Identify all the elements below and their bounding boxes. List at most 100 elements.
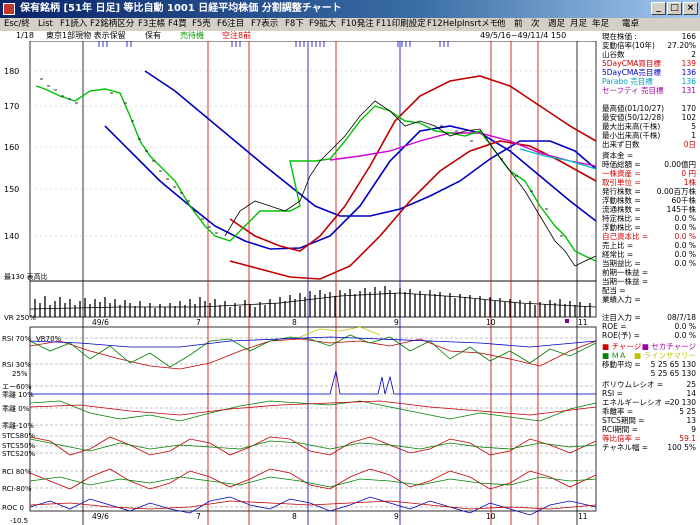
menu-f3[interactable]: F3主帳 [138,19,166,29]
legend-row: 5 25 65 130 [650,369,696,378]
menu-list[interactable]: List [38,19,53,29]
menu-weekly[interactable]: 週足 [548,19,566,29]
chart-area[interactable]: 180 170 160 150 140 最130 表高比 VR 250% 49/… [0,41,600,525]
menu-yearly[interactable]: 年足 [592,19,610,29]
info-row: 時価総額 = 0.00億円 [602,160,696,169]
minimize-button[interactable]: _ [651,2,666,15]
info-row: 最安値(50/12/28) 102 [602,113,696,122]
menu-f11[interactable]: F11印刷設定 [376,19,426,29]
date-label: 11 [578,512,588,521]
menu-insert-memo[interactable]: Insrtメモ [462,19,499,29]
kairi10-label: 乖離 10% [2,390,34,399]
volume-ma-line [29,292,597,310]
rsi70-label: RSI 70% [2,335,32,343]
info-row: 業績入力 = [602,295,641,304]
legend-row: 乖離率 = 5 25 [602,407,696,416]
date-range: 49/5/16~49/11/4 150 [480,31,567,40]
info-row: 最大出来高(千株) 5 [602,122,696,131]
info-row: 山谷数 2 [602,50,696,59]
roc-line [29,496,597,516]
menu-f5[interactable]: F5売 [192,19,211,29]
market-label: 東京1部現物 表示保留 [46,31,126,40]
kairi-10-label: 乖離-10% [2,421,34,430]
maximize-button[interactable]: □ [667,2,682,15]
info-row: 売上比 = 0.0 % [602,241,696,250]
price-axis-label: 170 [4,102,19,111]
info-row: 前期一株益 = [602,268,649,277]
menu-f7[interactable]: F7表示 [251,19,279,29]
indicator-panel-frame [29,326,597,512]
info-row: 資本金 = [602,151,634,160]
legend-row: RSI = 14 [602,389,696,398]
info-row: 最高値(01/10/27) 170 [602,104,696,113]
roc0-label: ROC 0 [2,504,24,512]
energy60-label: エー60% [2,383,32,391]
info-row: 浮動株比 = 0.0 % [602,223,696,232]
menu-f8[interactable]: F8下 [285,19,304,29]
volume-bars [34,286,591,317]
date-label: 10 [486,318,496,327]
rci-line [29,468,597,490]
info-panel: 現在株価 :166 変動倍率(10年) 27.20% 山谷数 2 5DayCMA買目… [600,31,700,525]
legend-row: チャネル幅 = 100 5% [602,443,696,452]
info-row: 浮動株数 = 60千株 [602,196,696,205]
chart-svg: 180 170 160 150 140 最130 表高比 VR 250% 49/… [2,41,597,525]
menu-f2[interactable]: F2銘柄区分 [90,19,135,29]
flag-holding: 保有 [145,31,161,40]
menu-bar: Esc/終 List F1読入 F2銘柄区分 F3主帳 F4買 F5売 F6注目… [0,18,700,31]
menu-monthly[interactable]: 月足 [570,19,588,29]
info-row: 5DayCMA売目標 136 [602,68,696,77]
menu-f1[interactable]: F1読入 [60,19,88,29]
kairi-red-line [29,400,597,416]
parabolic-line [519,148,597,170]
menu-f6[interactable]: F6注目 [217,19,245,29]
window-title: 保有銘柄 [51年 日足] 等比自動 1001 日経平均株価 分割調整チャート [20,3,342,14]
menu-other[interactable]: 他 [497,19,506,29]
close-button[interactable]: × [683,2,698,15]
rci-slow-line [29,476,597,488]
rsi-secondary-line [299,326,381,338]
date-label: 49/6 [92,512,109,521]
menu-f9[interactable]: F9拡大 [309,19,337,29]
menu-calculator[interactable]: 電卓 [622,19,640,29]
menu-f12[interactable]: F12Help [427,19,463,29]
info-row: 流通株数 = 145千株 [602,205,696,214]
ma-65-line [144,70,597,217]
volume-panel-frame [29,280,597,318]
ma-130-line [329,132,597,167]
info-row: 自己資本比 = 0.0 % [602,232,696,241]
date-label: 8 [292,512,297,521]
date-label: 9 [394,512,399,521]
page-counter: 1/18 [16,31,34,40]
stcs-line [29,436,597,456]
menu-f4[interactable]: F4買 [168,19,187,29]
info-row: Parabo 売目標 136 [602,77,696,86]
flag-sell-wait: 売待機 [180,31,204,40]
pct25-label: 25% [12,370,28,378]
menu-prev[interactable]: 前 [514,19,523,29]
date-label: 7 [196,318,201,327]
menu-next[interactable]: 次 [531,19,540,29]
signal-marker [565,319,569,323]
ma-25-line [229,75,597,252]
info-row: 発行株数 = 0.00百万株 [602,187,696,196]
menu-f10[interactable]: F10発注 [341,19,374,29]
price-axis-label: 180 [4,67,19,76]
info-row: 現在株価 :166 [602,32,696,41]
date-label: 8 [292,318,297,327]
vr-blue-line [29,336,597,348]
menu-esc[interactable]: Esc/終 [4,19,30,29]
info-row: 当期益比 = 0.0 % [602,259,696,268]
info-row: 取引単位 = 1株 [602,178,696,187]
date-label: 10 [486,512,496,521]
stcs-slow-line [29,438,597,452]
indicator-labels: RSI 70% VR70% RSI 30% 25% エー60% 乖離 10% 乖… [2,335,62,525]
legend-row: エネルギーレシオ = 20 130 [602,398,696,407]
date-label: 11 [578,318,588,327]
price-line [224,100,597,267]
price-axis-label: 140 [4,232,19,241]
legend-row: 移動平均 = 5 25 65 130 [602,360,696,369]
price-axis-label: 160 [4,143,19,152]
info-bar: 1/18 東京1部現物 表示保留 保有 売待機 空注8前 49/5/16~49/… [0,31,600,41]
stcs50-label: STCS50% [2,442,36,450]
